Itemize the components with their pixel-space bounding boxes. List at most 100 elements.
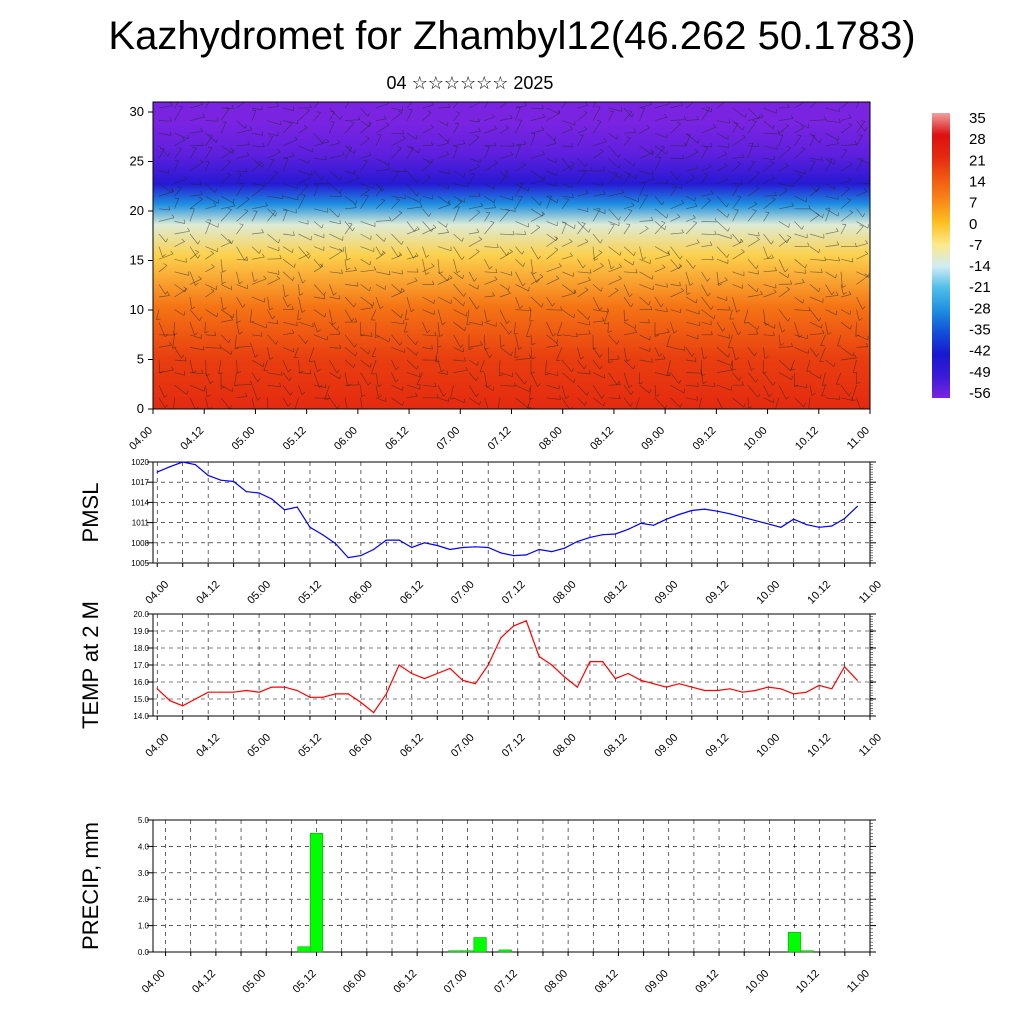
wind-barb-flag — [169, 341, 172, 346]
wind-barb-flag — [510, 151, 514, 156]
x-tick-label: 05.00 — [240, 968, 268, 996]
wind-barb — [375, 252, 386, 260]
wind-barb-flag — [341, 269, 343, 274]
wind-barb — [437, 372, 448, 375]
wind-barb — [747, 172, 760, 184]
wind-barb — [205, 135, 213, 146]
wind-barb — [375, 271, 391, 276]
wind-barb — [499, 372, 513, 377]
wind-barb-flag — [197, 254, 201, 259]
data-point — [423, 678, 426, 680]
wind-barb — [205, 397, 209, 409]
wind-barb-flag — [599, 149, 604, 152]
wind-barb — [809, 385, 813, 396]
wind-barb — [437, 271, 448, 282]
wind-barb — [530, 347, 533, 360]
wind-barb — [251, 372, 258, 382]
wind-barb — [282, 347, 294, 353]
wind-barb — [422, 259, 427, 275]
wind-barb-flag — [416, 179, 420, 183]
wind-barb — [468, 205, 483, 210]
wind-barb — [437, 120, 448, 127]
wind-barb-flag — [336, 326, 340, 331]
x-tick-label: 10.00 — [754, 579, 782, 607]
wind-barb-flag — [584, 238, 589, 242]
wind-barb — [685, 222, 698, 235]
wind-barb-flag — [418, 148, 420, 153]
wind-barb — [313, 221, 323, 229]
wind-barb — [778, 165, 789, 172]
wind-barb — [763, 199, 776, 210]
wind-barb — [701, 347, 704, 360]
wind-barb-flag — [199, 181, 202, 186]
wind-barb-flag — [714, 230, 717, 235]
x-tick-label: 10.12 — [794, 968, 822, 996]
wind-barb — [282, 397, 289, 407]
wind-barb-flag — [461, 237, 464, 242]
wind-barb — [639, 359, 653, 363]
data-point — [818, 684, 820, 687]
wind-barb — [329, 250, 343, 260]
wind-barb — [515, 183, 529, 192]
wind-barb-flag — [368, 151, 372, 156]
wind-barb-flag — [541, 211, 545, 215]
wind-barb-flag — [416, 268, 419, 273]
wind-barb — [479, 359, 485, 372]
wind-barb-flag — [529, 306, 532, 311]
data-point — [780, 688, 782, 690]
wind-barb — [701, 166, 712, 172]
wind-barb — [298, 271, 303, 284]
wind-barb — [298, 176, 312, 184]
wind-barb-flag — [662, 355, 666, 360]
wind-barb — [360, 123, 372, 134]
wind-barb — [174, 198, 180, 209]
colorbar-label: -14 — [969, 258, 991, 275]
wind-barb — [639, 296, 650, 306]
wind-barb — [220, 384, 233, 392]
wind-barb — [778, 271, 789, 278]
wind-barb-flag — [504, 169, 509, 172]
wind-barb-flag — [838, 256, 840, 261]
wind-barb — [716, 208, 728, 218]
wind-barb — [391, 372, 396, 383]
wind-barb-flag — [165, 290, 168, 295]
wind-barb — [530, 116, 546, 121]
wind-barb — [236, 144, 250, 147]
wind-barb — [530, 195, 541, 206]
x-tick-label: 09.12 — [693, 968, 721, 996]
wind-barb — [282, 233, 295, 236]
data-point — [220, 479, 222, 481]
wind-barb-flag — [700, 369, 703, 374]
wind-barb — [515, 120, 523, 134]
wind-barb-flag — [807, 242, 810, 247]
wind-barb — [468, 251, 480, 260]
wind-barb — [577, 279, 591, 285]
wind-barb — [173, 397, 175, 409]
data-point — [207, 691, 209, 693]
wind-barb-flag — [171, 188, 175, 192]
wind-barb — [313, 258, 321, 268]
wind-barb — [298, 372, 312, 375]
wind-barb — [251, 271, 255, 282]
y-tick-label: 1011 — [132, 519, 150, 528]
wind-barb-flag — [228, 338, 231, 343]
wind-barb — [205, 309, 218, 318]
wind-barb-flag — [791, 375, 793, 380]
wind-barb — [406, 280, 418, 285]
wind-barb-flag — [576, 332, 578, 337]
data-point — [245, 689, 247, 692]
data-point — [831, 525, 833, 527]
data-point — [436, 544, 438, 547]
wind-barb — [561, 385, 567, 399]
wind-barb — [453, 334, 461, 348]
wind-barb — [453, 309, 467, 317]
wind-barb — [856, 158, 870, 165]
wind-barb — [189, 148, 197, 159]
wind-barb — [546, 266, 562, 273]
wind-barb — [422, 163, 431, 172]
wind-barb — [484, 384, 494, 391]
wind-barb-flag — [522, 262, 526, 267]
wind-barb-flag — [536, 279, 540, 283]
wind-barb — [329, 233, 343, 241]
